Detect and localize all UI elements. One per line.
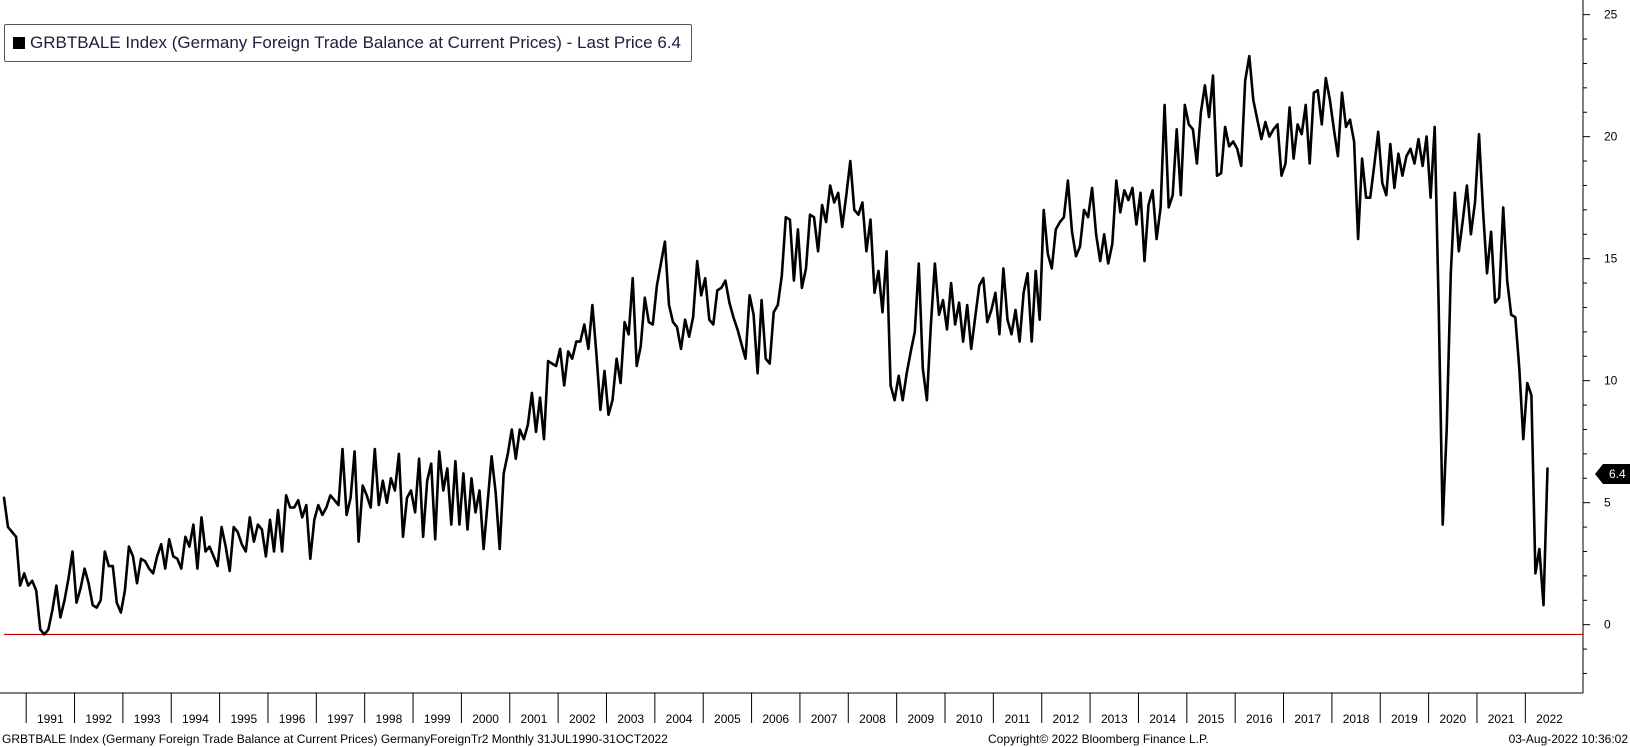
x-tick-label: 2011: [1005, 712, 1031, 726]
x-tick-label: 1999: [424, 712, 451, 726]
series-line: [2, 54, 1549, 636]
x-tick-label: 2005: [714, 712, 741, 726]
x-tick-label: 1993: [134, 712, 161, 726]
x-tick-label: 2003: [617, 712, 644, 726]
x-tick-label: 2002: [569, 712, 596, 726]
legend: GRBTBALE Index (Germany Foreign Trade Ba…: [4, 24, 692, 62]
y-tick-label: 20: [1604, 130, 1618, 144]
x-tick-label: 1995: [230, 712, 257, 726]
x-tick-label: 1996: [279, 712, 306, 726]
y-tick-label: 25: [1604, 8, 1618, 22]
x-tick-label: 2020: [1439, 712, 1466, 726]
footer-copyright: Copyright© 2022 Bloomberg Finance L.P.: [988, 732, 1209, 746]
x-tick-label: 2016: [1246, 712, 1273, 726]
footer-timestamp: 03-Aug-2022 10:36:02: [1508, 732, 1628, 746]
x-tick-label: 2001: [521, 712, 548, 726]
x-tick-label: 2004: [666, 712, 693, 726]
x-tick-label: 2012: [1053, 712, 1080, 726]
y-tick-label: 10: [1604, 374, 1618, 388]
x-tick-label: 2014: [1149, 712, 1176, 726]
x-tick-label: 1998: [376, 712, 403, 726]
x-tick-label: 2015: [1198, 712, 1225, 726]
x-tick-label: 2017: [1294, 712, 1321, 726]
x-tick-label: 2007: [811, 712, 838, 726]
last-price-tag: 6.4: [1595, 464, 1630, 484]
x-tick-label: 1992: [85, 712, 112, 726]
x-tick-label: 2018: [1343, 712, 1370, 726]
y-tick-label: 0: [1604, 618, 1611, 632]
x-tick-label: 2008: [859, 712, 886, 726]
series-layer: [2, 54, 1549, 636]
x-tick-label: 2013: [1101, 712, 1128, 726]
legend-swatch: [13, 37, 25, 49]
x-tick-label: 2010: [956, 712, 983, 726]
x-tick-label: 2006: [762, 712, 789, 726]
x-tick-label: 1994: [182, 712, 209, 726]
y-axis: 0 5 10 15 20 25: [1582, 0, 1618, 693]
x-tick-label: 2021: [1488, 712, 1515, 726]
x-tick-label: 2019: [1391, 712, 1418, 726]
x-tick-label: 1997: [327, 712, 354, 726]
legend-label: GRBTBALE Index (Germany Foreign Trade Ba…: [30, 33, 681, 52]
footer-series-description: GRBTBALE Index (Germany Foreign Trade Ba…: [2, 732, 668, 746]
y-tick-label: 5: [1604, 496, 1611, 510]
x-tick-label: 2022: [1536, 712, 1563, 726]
x-tick-label: 1991: [37, 712, 64, 726]
x-axis: 1991 1992 1993 1994 1995 1996 1997 1998 1999 2000…: [0, 692, 1583, 726]
x-tick-label: 2009: [907, 712, 934, 726]
y-tick-label: 15: [1604, 252, 1618, 266]
x-tick-label: 2000: [472, 712, 499, 726]
